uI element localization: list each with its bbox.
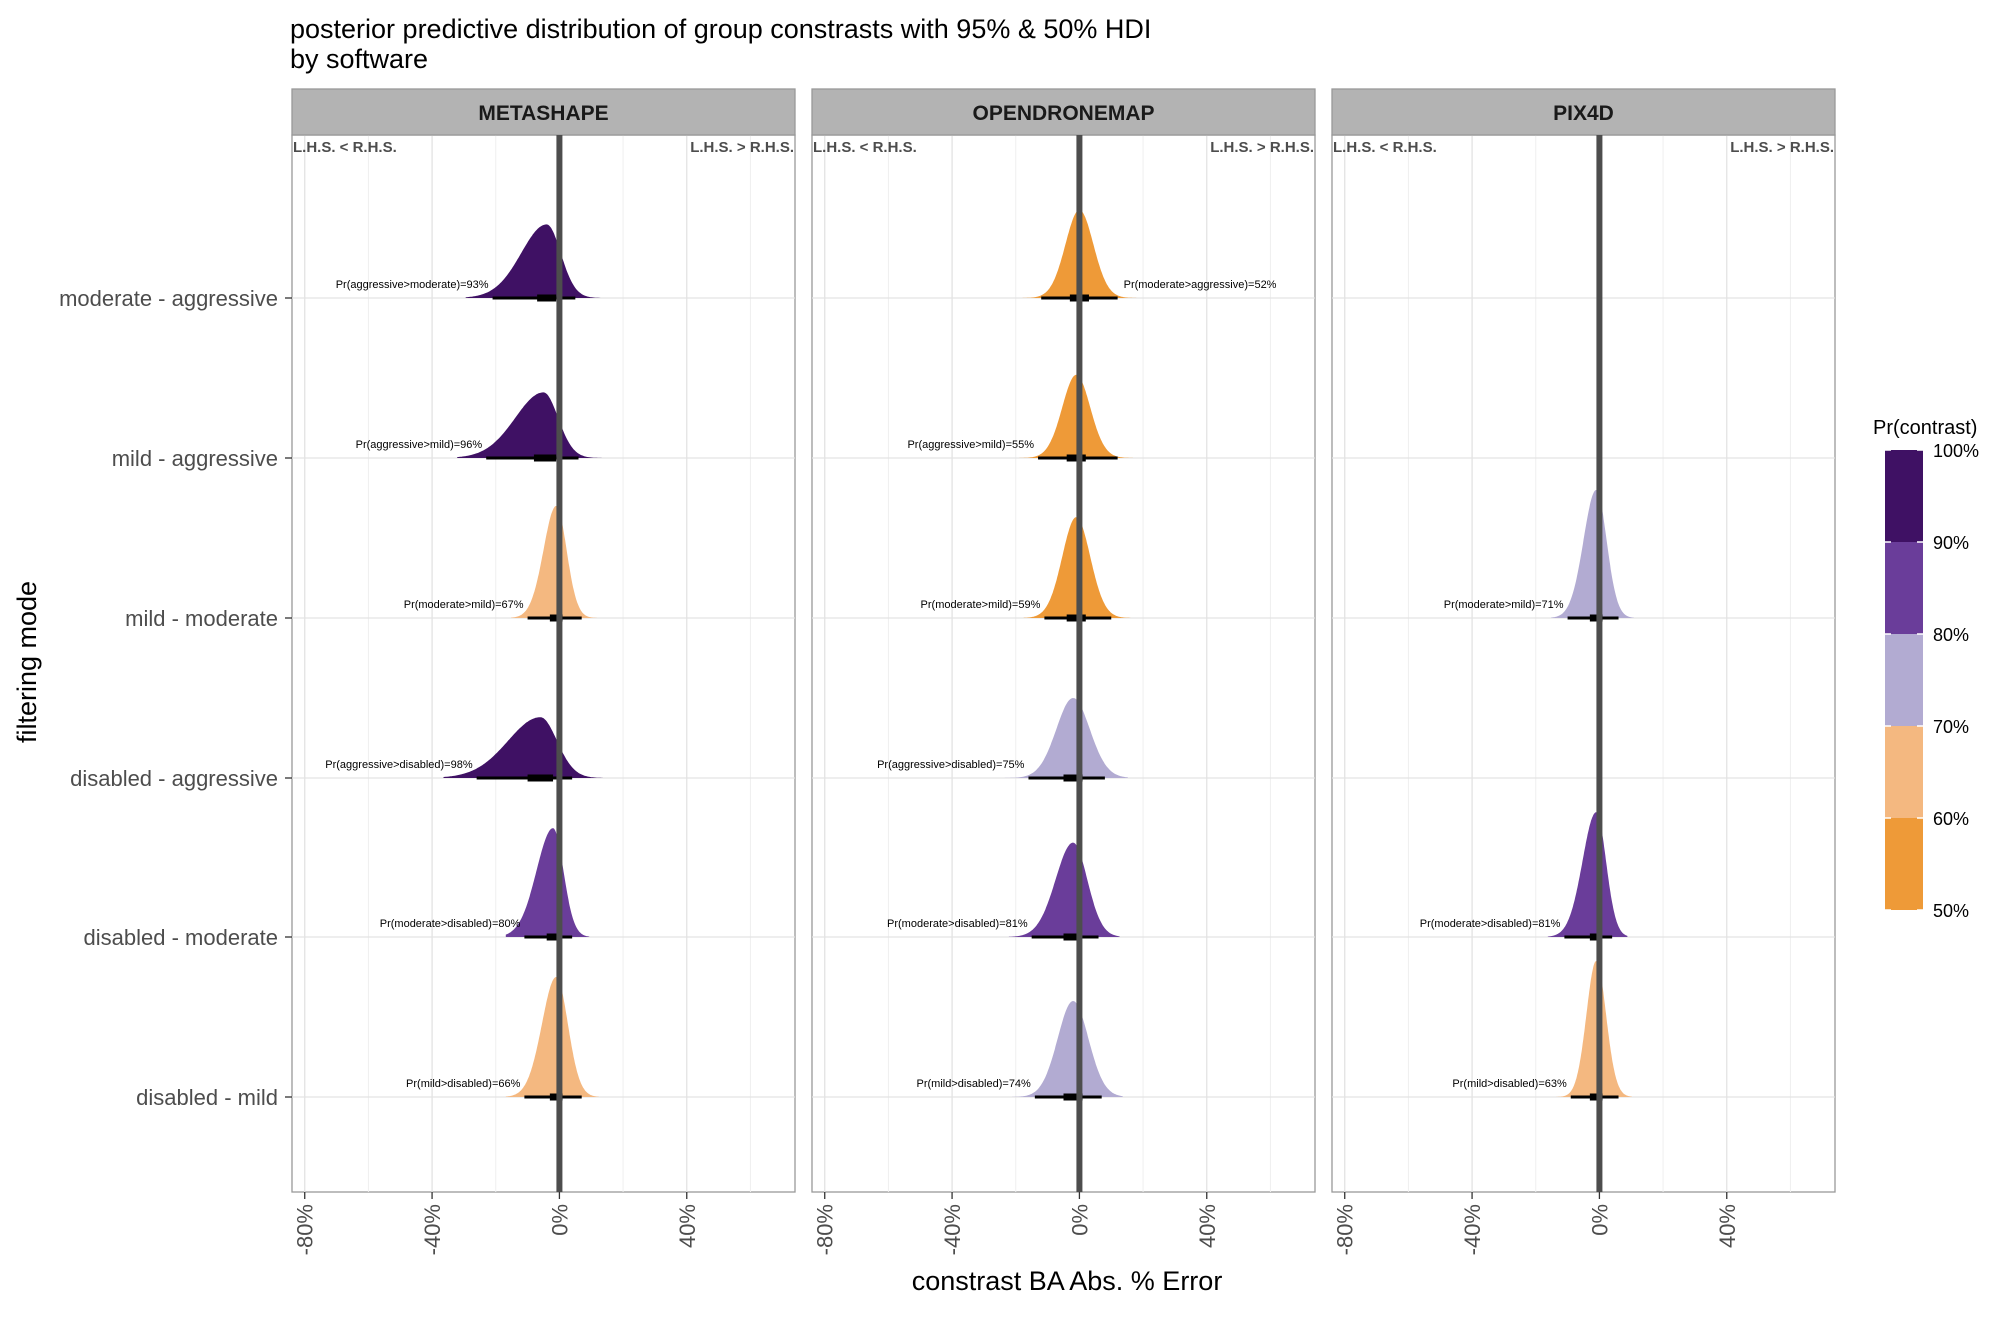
x-tick-label: 40% bbox=[1715, 1204, 1740, 1248]
density-shape bbox=[511, 506, 597, 618]
density-shape bbox=[1012, 1001, 1123, 1097]
x-tick-label: -80% bbox=[293, 1204, 318, 1255]
chart-subtitle: by software bbox=[290, 44, 428, 74]
legend-color-segment bbox=[1885, 726, 1923, 818]
x-tick-label: 0% bbox=[1067, 1204, 1092, 1236]
facet-strip-label: PIX4D bbox=[1553, 102, 1614, 125]
probability-label: Pr(aggressive>moderate)=93% bbox=[336, 279, 489, 291]
panel-metashape: METASHAPE L.H.S. < R.H.S. L.H.S. > R.H.S. P… bbox=[291, 88, 796, 1255]
median-point bbox=[540, 454, 547, 462]
y-tick-label: moderate - aggressive bbox=[59, 286, 278, 311]
x-tick-label: -40% bbox=[1460, 1204, 1485, 1255]
probability-label: Pr(moderate>disabled)=81% bbox=[887, 918, 1028, 930]
x-tick-label: 0% bbox=[1587, 1204, 1612, 1236]
legend-label: 60% bbox=[1933, 809, 1969, 829]
contrast-disabled-moderate: Pr(moderate>disabled)=80% bbox=[380, 828, 590, 941]
y-tick-label: mild - aggressive bbox=[112, 446, 278, 471]
panel-opendronemap: OPENDRONEMAP L.H.S. < R.H.S. L.H.S. > R.H.… bbox=[811, 88, 1316, 1255]
x-axis-title: constrast BA Abs. % Error bbox=[912, 1266, 1223, 1296]
probability-label: Pr(aggressive>mild)=55% bbox=[907, 439, 1034, 451]
facet-strip bbox=[1331, 88, 1836, 136]
legend-color-segment bbox=[1885, 450, 1923, 542]
median-point bbox=[1069, 1093, 1077, 1101]
probability-label: Pr(moderate>mild)=67% bbox=[404, 599, 524, 611]
median-point bbox=[536, 774, 544, 782]
x-tick-label: 40% bbox=[675, 1204, 700, 1248]
legend-label: 80% bbox=[1933, 625, 1969, 645]
density-shape bbox=[1556, 961, 1632, 1097]
contrast-disabled-mild: Pr(mild>disabled)=74% bbox=[917, 1001, 1123, 1101]
probability-label: Pr(aggressive>mild)=96% bbox=[356, 439, 483, 451]
side-label-left: L.H.S. < R.H.S. bbox=[1333, 139, 1437, 156]
probability-label: Pr(mild>disabled)=63% bbox=[1452, 1078, 1567, 1090]
y-tick-label: mild - moderate bbox=[125, 606, 278, 631]
x-tick-label: 40% bbox=[1195, 1204, 1220, 1248]
x-tick-label: -80% bbox=[813, 1204, 838, 1255]
median-point bbox=[1069, 933, 1077, 941]
panel-pix4d: PIX4D L.H.S. < R.H.S. L.H.S. > R.H.S. Pr(mo… bbox=[1331, 88, 1836, 1255]
legend-label: 100% bbox=[1933, 441, 1979, 461]
probability-label: Pr(moderate>mild)=71% bbox=[1444, 599, 1564, 611]
density-shape bbox=[457, 392, 606, 458]
y-axis-title: filtering mode bbox=[12, 581, 42, 743]
facet-strip-label: OPENDRONEMAP bbox=[972, 102, 1154, 125]
median-point bbox=[549, 933, 557, 941]
y-tick-label: disabled - mild bbox=[136, 1085, 278, 1110]
density-shape bbox=[1008, 842, 1120, 937]
chart-title: posterior predictive distribution of gro… bbox=[290, 14, 1151, 44]
density-shape bbox=[1003, 698, 1128, 778]
legend-label: 70% bbox=[1933, 717, 1969, 737]
probability-label: Pr(aggressive>disabled)=98% bbox=[325, 759, 473, 771]
probability-label: Pr(moderate>mild)=59% bbox=[921, 599, 1041, 611]
legend-label: 50% bbox=[1933, 901, 1969, 921]
side-label-left: L.H.S. < R.H.S. bbox=[813, 139, 917, 156]
grid-lines bbox=[1332, 135, 1835, 1192]
x-tick-label: -80% bbox=[1333, 1204, 1358, 1255]
legend-color-segment bbox=[1885, 818, 1923, 910]
density-shape bbox=[443, 717, 603, 778]
x-tick-label: -40% bbox=[940, 1204, 965, 1255]
facet-strip-label: METASHAPE bbox=[478, 102, 608, 125]
panel-background bbox=[811, 134, 1316, 1193]
contrast-disabled-aggressive: Pr(aggressive>disabled)=98% bbox=[325, 717, 603, 782]
facet-strip bbox=[811, 88, 1316, 136]
panel-background bbox=[291, 134, 796, 1193]
probability-label: Pr(aggressive>disabled)=75% bbox=[877, 759, 1025, 771]
median-point bbox=[1069, 774, 1077, 782]
side-label-left: L.H.S. < R.H.S. bbox=[293, 139, 397, 156]
probability-label: Pr(moderate>disabled)=81% bbox=[1420, 918, 1561, 930]
x-tick-label: -40% bbox=[420, 1204, 445, 1255]
side-label-right: L.H.S. > R.H.S. bbox=[1210, 139, 1314, 156]
probability-label: Pr(mild>disabled)=74% bbox=[917, 1078, 1032, 1090]
panel-background bbox=[1331, 134, 1836, 1193]
density-shape bbox=[505, 828, 590, 937]
density-shape bbox=[465, 224, 601, 298]
contrast-disabled-mild: Pr(mild>disabled)=66% bbox=[406, 977, 599, 1101]
probability-label: Pr(moderate>aggressive)=52% bbox=[1124, 279, 1277, 291]
contrast-disabled-aggressive: Pr(aggressive>disabled)=75% bbox=[877, 698, 1128, 782]
x-tick-label: 0% bbox=[547, 1204, 572, 1236]
y-tick-label: disabled - aggressive bbox=[70, 766, 278, 791]
legend-color-segment bbox=[1885, 542, 1923, 634]
legend-label: 90% bbox=[1933, 533, 1969, 553]
facet-strip bbox=[291, 88, 796, 136]
y-tick-label: disabled - moderate bbox=[84, 925, 278, 950]
median-point bbox=[543, 294, 551, 302]
density-shape bbox=[1547, 812, 1628, 937]
density-shape bbox=[505, 977, 599, 1097]
legend: Pr(contrast) 100% 90% 80% 70% 60% 50% bbox=[1873, 417, 1979, 921]
probability-label: Pr(mild>disabled)=66% bbox=[406, 1078, 521, 1090]
y-axis: moderate - aggressive mild - aggressive mi… bbox=[59, 286, 292, 1110]
contrast-disabled-mild: Pr(mild>disabled)=63% bbox=[1452, 961, 1632, 1101]
contrast-mild-aggressive: Pr(aggressive>mild)=96% bbox=[356, 392, 606, 462]
density-shape bbox=[1551, 490, 1634, 618]
legend-title: Pr(contrast) bbox=[1873, 417, 1977, 439]
side-label-right: L.H.S. > R.H.S. bbox=[1730, 139, 1834, 156]
probability-label: Pr(moderate>disabled)=80% bbox=[380, 918, 521, 930]
side-label-right: L.H.S. > R.H.S. bbox=[690, 139, 794, 156]
legend-color-segment bbox=[1885, 634, 1923, 726]
